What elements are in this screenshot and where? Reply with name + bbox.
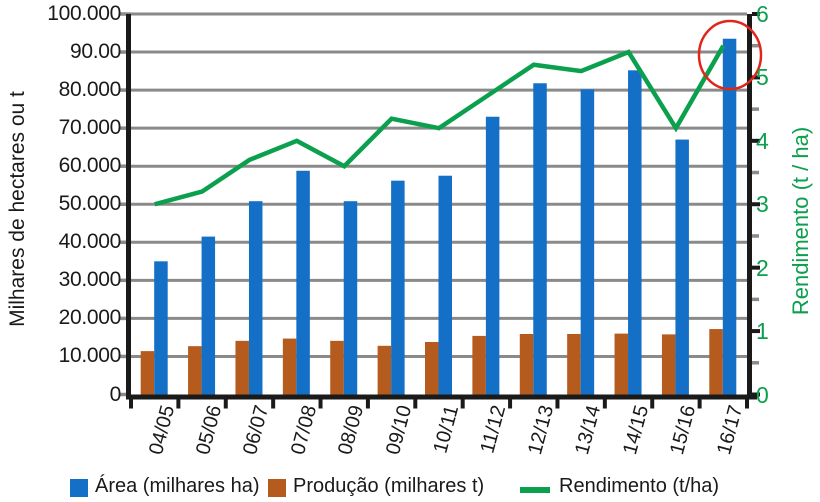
bar-producao: [377, 345, 392, 395]
bar-producao: [140, 351, 155, 395]
bar-producao: [567, 334, 581, 395]
bar-producao: [472, 335, 486, 395]
y-axis-left-tick-label: 20.000: [58, 306, 122, 330]
legend-rendimento-line-swatch: [520, 487, 550, 493]
y-axis-left-tick-label: 0: [109, 382, 122, 406]
bar-producao: [425, 341, 439, 395]
y-axis-left-tick-label: 40.000: [58, 230, 122, 254]
bar-area: [201, 236, 216, 395]
y-axis-left-tick-label: 30.000: [58, 268, 122, 292]
legend-rendimento-label: Rendimento (t/ha): [559, 475, 720, 497]
bar-producao: [188, 346, 202, 395]
bar-area: [628, 70, 642, 395]
bar-producao: [330, 340, 344, 395]
right-axis-title: Rendimento (t / ha): [788, 126, 813, 316]
y-axis-right-tick-label: 1: [756, 318, 769, 345]
right-axis-line: [747, 14, 752, 400]
legend-producao-swatch: [268, 479, 286, 497]
y-axis-left-tick-label: 70.000: [58, 116, 122, 140]
bar-producao: [661, 334, 676, 395]
bar-producao: [709, 329, 723, 395]
y-axis-right-tick-label: 3: [756, 191, 769, 218]
y-axis-right-tick-label: 5: [756, 64, 769, 91]
bar-area: [391, 180, 405, 395]
legend-area-label: Área (milhares ha): [95, 475, 260, 497]
bar-area: [533, 83, 547, 395]
y-axis-right-tick-label: 6: [756, 1, 769, 27]
bar-area: [296, 170, 310, 395]
y-axis-left-tick-label: 100.000: [47, 2, 121, 25]
bar-producao: [614, 333, 629, 395]
y-axis-left-tick-label: 10.000: [58, 344, 122, 368]
chart-canvas: [119, 12, 763, 409]
y-axis-left-tick-label: 80.000: [58, 78, 122, 102]
y-axis-right-tick-label: 0: [756, 381, 769, 408]
bottom-axis-line: [126, 394, 757, 400]
y-axis-left-tick-label: 60.000: [58, 154, 122, 178]
y-axis-right-tick-label: 2: [756, 254, 769, 281]
left-axis-line: [126, 14, 131, 400]
y-axis-left-tick-label: 90.00: [69, 40, 121, 64]
bar-producao: [282, 338, 297, 395]
rendimento-line: [154, 44, 726, 207]
y-axis-left-tick-label: 50.000: [58, 192, 122, 216]
y-axis-right-tick-label: 4: [756, 127, 769, 154]
legend-producao-label: Produção (milhares t): [293, 475, 485, 497]
bar-area: [722, 38, 737, 395]
bar-area: [154, 261, 168, 395]
bar-area: [580, 89, 595, 395]
bar-area: [248, 201, 263, 395]
bar-producao: [235, 340, 249, 395]
bar-area: [343, 201, 358, 395]
legend-area-swatch: [70, 479, 88, 497]
bar-area: [485, 116, 500, 395]
highlight-ellipse: [697, 19, 763, 91]
bar-area: [438, 175, 452, 395]
bar-area: [675, 139, 689, 395]
bar-producao: [519, 334, 534, 395]
